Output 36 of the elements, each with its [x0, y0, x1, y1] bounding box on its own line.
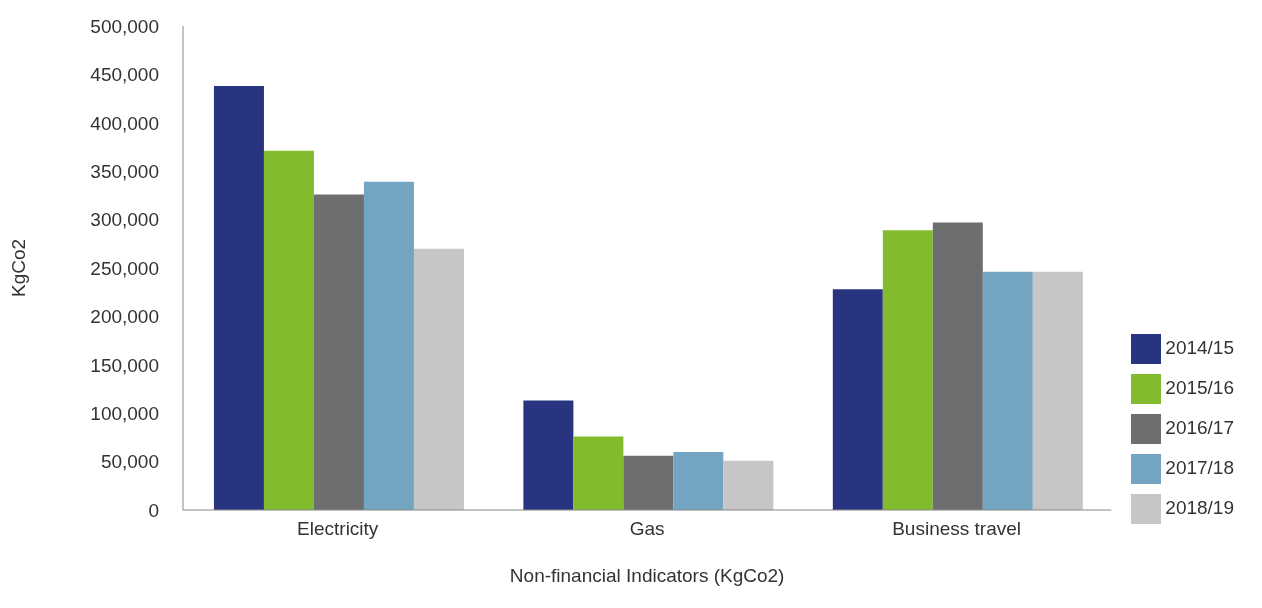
- bar: [213, 86, 264, 510]
- bar: [673, 451, 724, 510]
- bar: [313, 194, 364, 510]
- bar: [982, 271, 1033, 510]
- y-axis-title: KgCo2: [7, 238, 29, 298]
- y-tick-label: 500,000: [90, 15, 159, 37]
- bar: [523, 400, 574, 510]
- bar: [363, 181, 414, 510]
- y-tick-label: 450,000: [90, 64, 159, 86]
- bar: [723, 460, 774, 510]
- y-tick-label: 150,000: [90, 354, 159, 376]
- bar: [932, 222, 983, 510]
- y-tick-label: 250,000: [90, 257, 159, 279]
- y-tick-label: 0: [148, 499, 159, 521]
- x-axis-title: Non-financial Indicators (KgCo2): [509, 565, 785, 586]
- y-tick-label: 300,000: [90, 209, 159, 231]
- y-tick-label: 350,000: [90, 160, 159, 182]
- bar: [623, 455, 674, 510]
- x-tick-label: Gas: [629, 518, 665, 540]
- bar: [882, 230, 933, 510]
- y-tick-label: 100,000: [90, 402, 159, 424]
- legend-label: 2015/16: [1165, 377, 1234, 398]
- legend-label: 2016/17: [1165, 417, 1234, 438]
- y-tick-label: 200,000: [90, 306, 159, 328]
- bar: [1032, 271, 1083, 510]
- bar: [832, 289, 883, 510]
- legend-label: 2014/15: [1165, 337, 1234, 358]
- x-tick-label: Business travel: [892, 518, 1022, 540]
- legend-label: 2017/18: [1165, 457, 1234, 478]
- legend-label: 2018/19: [1165, 497, 1234, 518]
- x-tick-label: Electricity: [297, 518, 379, 540]
- y-tick-label: 400,000: [90, 112, 159, 134]
- bar: [573, 436, 624, 510]
- bar: [413, 248, 464, 510]
- y-tick-label: 50,000: [100, 451, 159, 473]
- bar: [263, 150, 314, 510]
